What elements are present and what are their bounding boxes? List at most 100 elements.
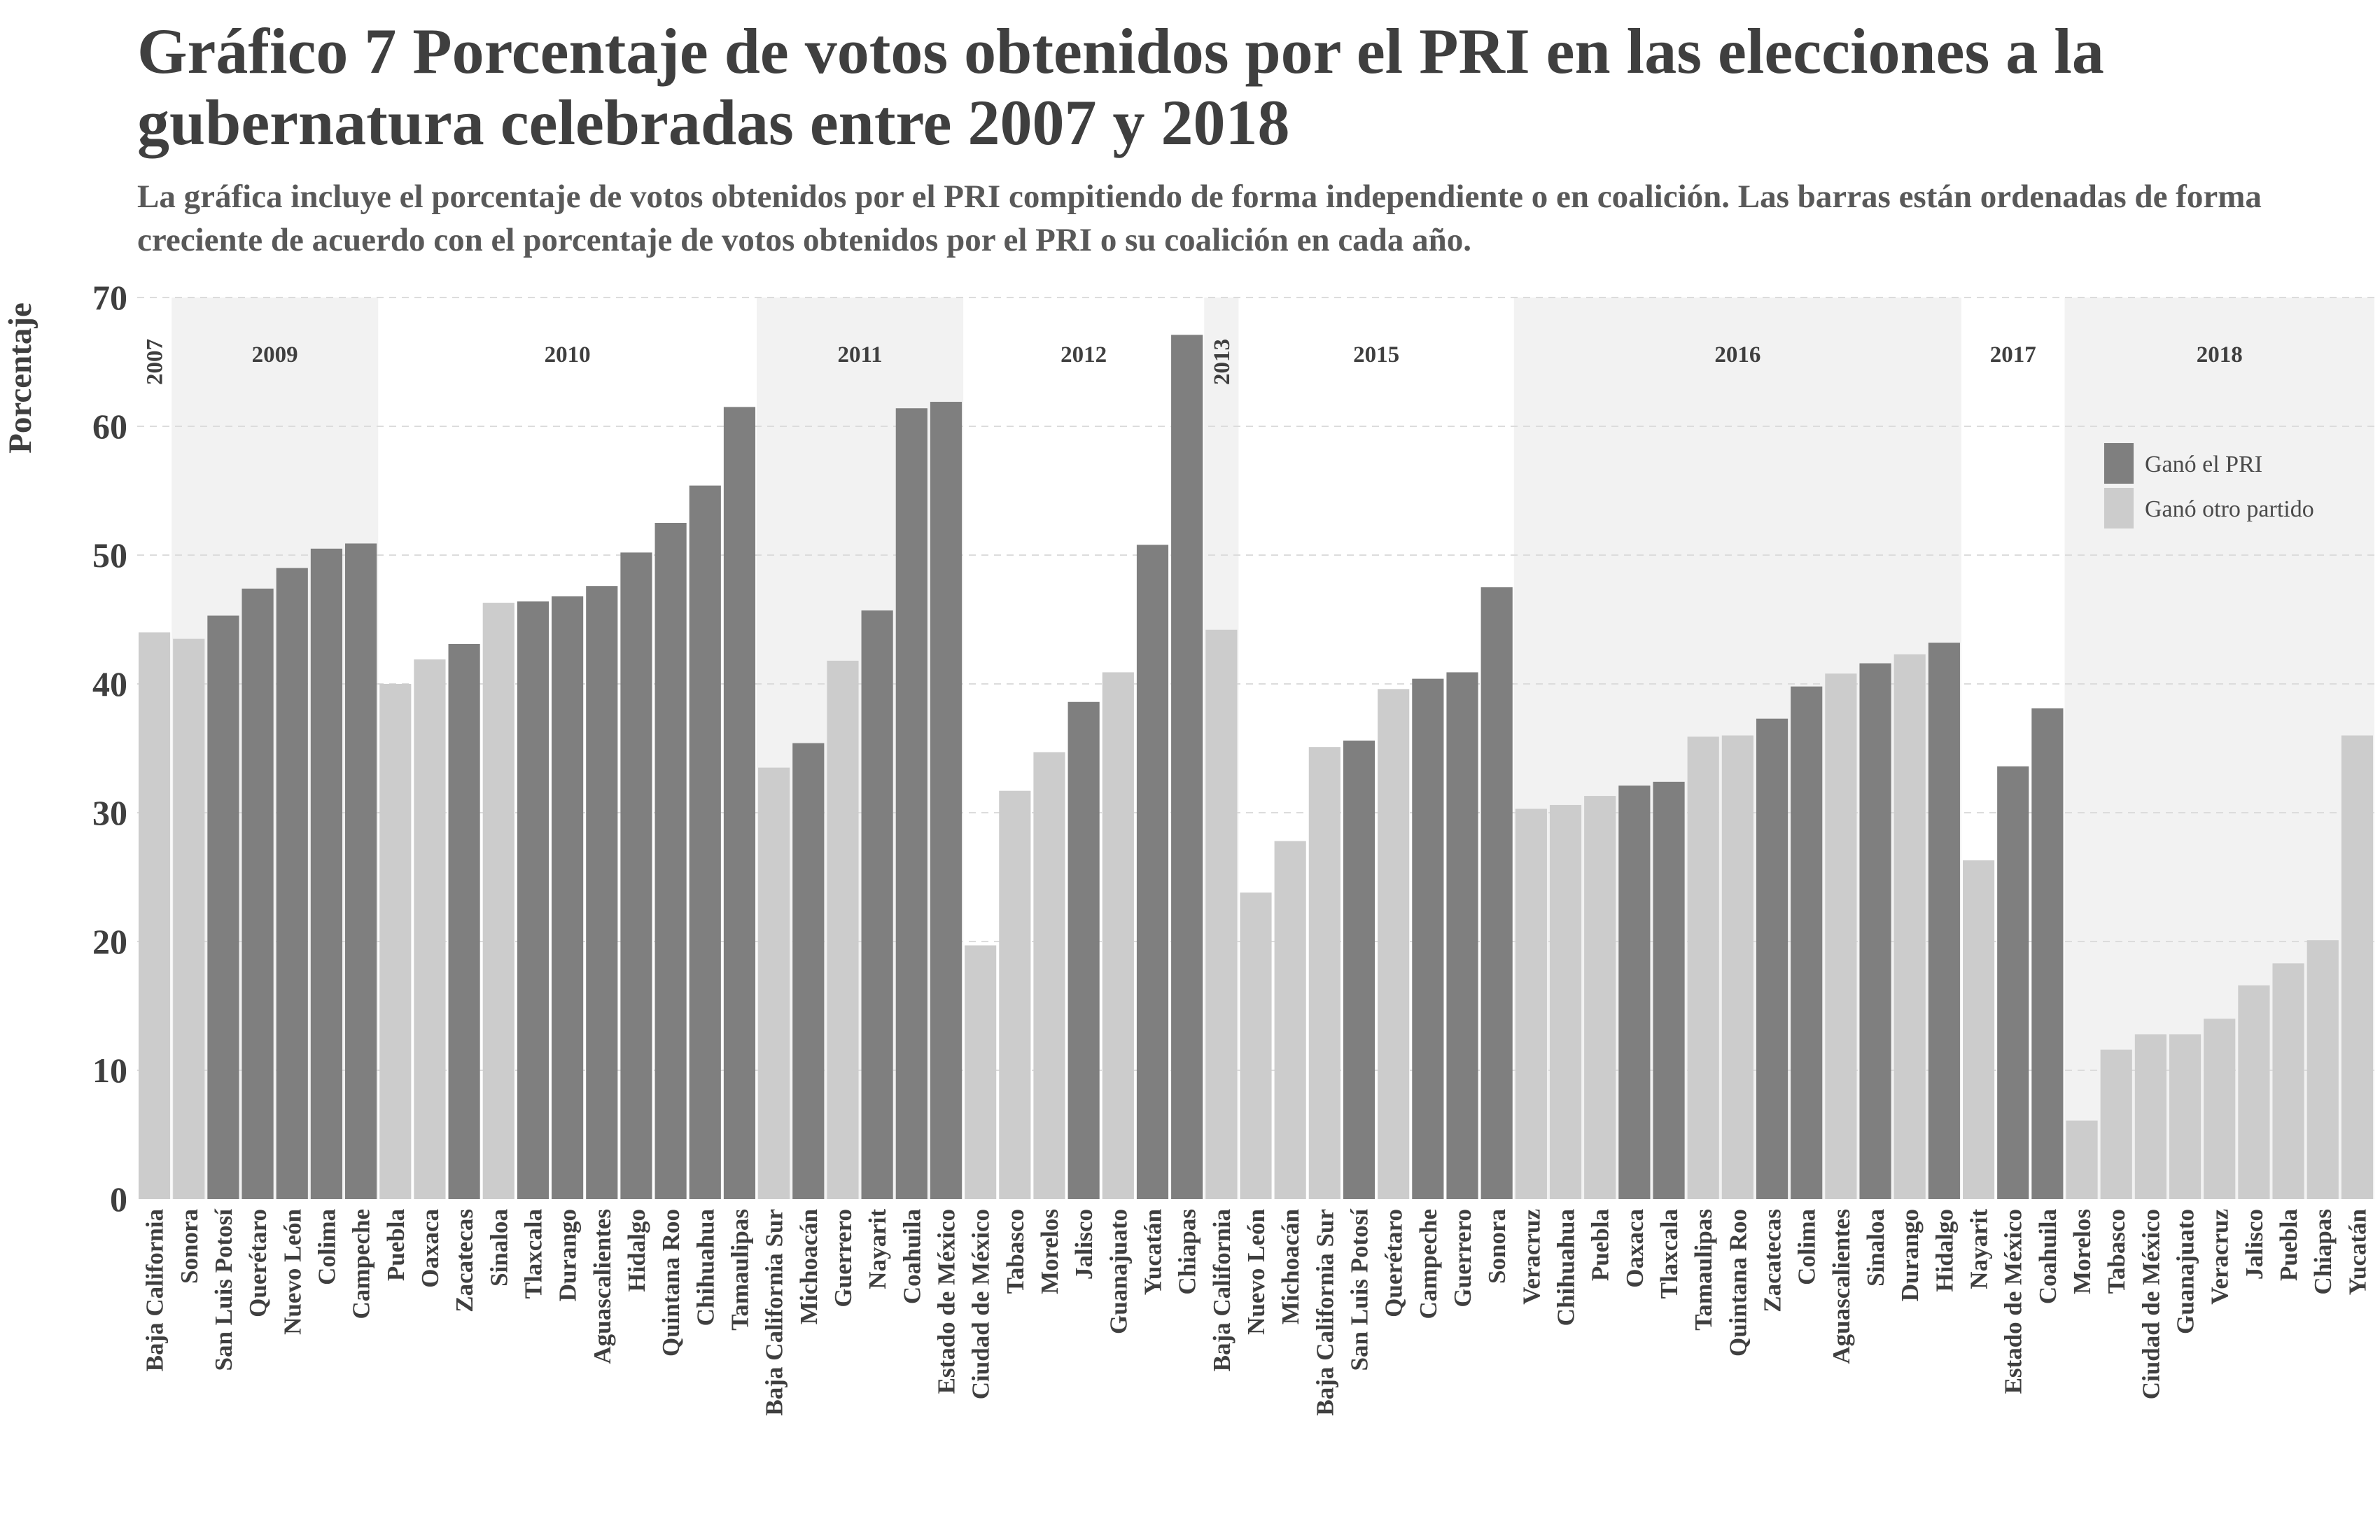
x-tick-label: Tamaulipas bbox=[1690, 1209, 1717, 1331]
y-tick-label: 70 bbox=[92, 278, 127, 317]
x-tick-label: Chihuahua bbox=[692, 1209, 719, 1326]
year-label-2013: 2013 bbox=[1210, 339, 1235, 385]
bar bbox=[1687, 736, 1719, 1199]
x-tick-label: Yucatán bbox=[2344, 1209, 2371, 1295]
y-axis: 0 10 20 30 40 50 60 70 bbox=[92, 278, 127, 1219]
bar bbox=[1721, 735, 1754, 1199]
legend-swatch-gano_pri bbox=[2104, 443, 2134, 484]
x-tick-label: Hidalgo bbox=[1931, 1209, 1958, 1292]
bar bbox=[1791, 686, 1823, 1199]
bar bbox=[1102, 672, 1134, 1199]
bar bbox=[345, 543, 377, 1199]
x-tick-label: Aguascalientes bbox=[589, 1209, 616, 1364]
x-tick-label: Morelos bbox=[1036, 1209, 1063, 1294]
x-tick-label: Chiapas bbox=[2309, 1209, 2337, 1295]
bar bbox=[1549, 804, 1582, 1199]
year-label-2009: 2009 bbox=[252, 342, 298, 368]
x-tick-label: San Luis Potosí bbox=[1346, 1208, 1373, 1371]
x-tick-label: Nuevo León bbox=[279, 1209, 306, 1335]
x-tick-label: Veracruz bbox=[1518, 1209, 1545, 1305]
x-tick-label: Quintana Roo bbox=[657, 1209, 685, 1357]
bar bbox=[2100, 1049, 2132, 1199]
x-tick-label: Baja California Sur bbox=[1311, 1209, 1338, 1416]
legend-swatch-gano_otro bbox=[2104, 488, 2134, 528]
bar bbox=[1515, 808, 1547, 1199]
bar bbox=[965, 945, 997, 1199]
legend: Ganó el PRI Ganó otro partido bbox=[2104, 443, 2314, 528]
x-tick-label: Oaxaca bbox=[1621, 1209, 1648, 1288]
bar bbox=[1274, 841, 1306, 1199]
x-tick-label: Ciudad de México bbox=[967, 1209, 995, 1399]
x-tick-label: Zacatecas bbox=[1759, 1209, 1786, 1312]
bar bbox=[552, 596, 584, 1199]
year-label-2016: 2016 bbox=[1714, 342, 1760, 368]
x-tick-label: Veracruz bbox=[2206, 1209, 2234, 1305]
year-label-2017: 2017 bbox=[1990, 342, 2036, 368]
x-tick-label: Campeche bbox=[348, 1209, 375, 1319]
bar bbox=[999, 790, 1031, 1199]
y-tick-label: 60 bbox=[92, 407, 127, 446]
x-tick-label: Coahuila bbox=[2034, 1209, 2062, 1304]
x-tick-label: Durango bbox=[554, 1209, 582, 1301]
y-tick-label: 30 bbox=[92, 793, 127, 832]
year-labels: 2007 2009 2010 2011 2012 2013 2015 2016 2017 2018 bbox=[143, 339, 2243, 385]
bar bbox=[689, 485, 721, 1199]
x-tick-label: Quintana Roo bbox=[1724, 1209, 1751, 1357]
x-tick-label: San Luis Potosí bbox=[210, 1208, 237, 1371]
bar bbox=[139, 632, 171, 1199]
bar bbox=[1343, 740, 1376, 1199]
x-tick-label: Tamaulipas bbox=[726, 1209, 753, 1331]
chart-subtitle: La gráfica incluye el porcentaje de voto… bbox=[137, 178, 2262, 258]
bar bbox=[1859, 663, 1891, 1199]
x-tick-label: Estado de México bbox=[2000, 1209, 2027, 1394]
bar bbox=[1997, 766, 2029, 1199]
x-tick-label: Guanajuato bbox=[2172, 1209, 2199, 1334]
year-label-2018: 2018 bbox=[2197, 342, 2243, 368]
x-tick-label: Aguascalientes bbox=[1828, 1209, 1855, 1364]
bar bbox=[2306, 940, 2339, 1199]
bar bbox=[1618, 785, 1651, 1199]
x-tick-label: Jalisco bbox=[1070, 1209, 1098, 1280]
x-tick-label: Guerrero bbox=[1449, 1209, 1476, 1308]
bars bbox=[139, 335, 2373, 1199]
bar bbox=[414, 659, 446, 1199]
bar bbox=[1480, 587, 1513, 1199]
x-tick-label: Nayarit bbox=[1966, 1209, 1993, 1289]
bar bbox=[173, 638, 205, 1199]
bar bbox=[1893, 654, 1926, 1199]
y-tick-label: 20 bbox=[92, 922, 127, 961]
bar bbox=[379, 684, 412, 1199]
bar bbox=[2169, 1034, 2202, 1199]
bar bbox=[1962, 860, 1995, 1199]
x-tick-label: Querétaro bbox=[1380, 1209, 1408, 1317]
x-tick-label: Baja California bbox=[1208, 1209, 1236, 1371]
bar bbox=[2341, 735, 2373, 1199]
bar bbox=[276, 568, 308, 1199]
bar bbox=[1136, 545, 1169, 1199]
x-tick-label: Chihuahua bbox=[1553, 1209, 1580, 1326]
x-tick-label: Michoacán bbox=[1277, 1209, 1304, 1324]
bar bbox=[1205, 629, 1238, 1199]
x-tick-label: Durango bbox=[1896, 1209, 1924, 1301]
bar bbox=[2272, 963, 2304, 1199]
year-label-2011: 2011 bbox=[837, 342, 882, 368]
bar bbox=[1756, 718, 1788, 1199]
bar bbox=[1584, 796, 1616, 1199]
legend-label-gano_pri: Ganó el PRI bbox=[2145, 451, 2262, 477]
x-tick-label: Guerrero bbox=[830, 1209, 857, 1308]
year-label-2012: 2012 bbox=[1060, 342, 1107, 368]
x-tick-label: Ciudad de México bbox=[2137, 1209, 2164, 1399]
x-tick-label: Chiapas bbox=[1174, 1209, 1201, 1295]
bar bbox=[1446, 672, 1478, 1199]
y-axis-label: Porcentaje bbox=[2, 302, 38, 454]
x-tick-label: Puebla bbox=[382, 1209, 410, 1281]
bar bbox=[586, 586, 618, 1199]
year-band-2011 bbox=[757, 298, 964, 1199]
bar bbox=[207, 615, 239, 1199]
x-tick-label: Puebla bbox=[1587, 1209, 1614, 1281]
x-tick-label: Campeche bbox=[1415, 1209, 1442, 1319]
bar bbox=[1240, 892, 1272, 1199]
y-tick-label: 40 bbox=[92, 664, 127, 704]
bar bbox=[517, 601, 550, 1199]
